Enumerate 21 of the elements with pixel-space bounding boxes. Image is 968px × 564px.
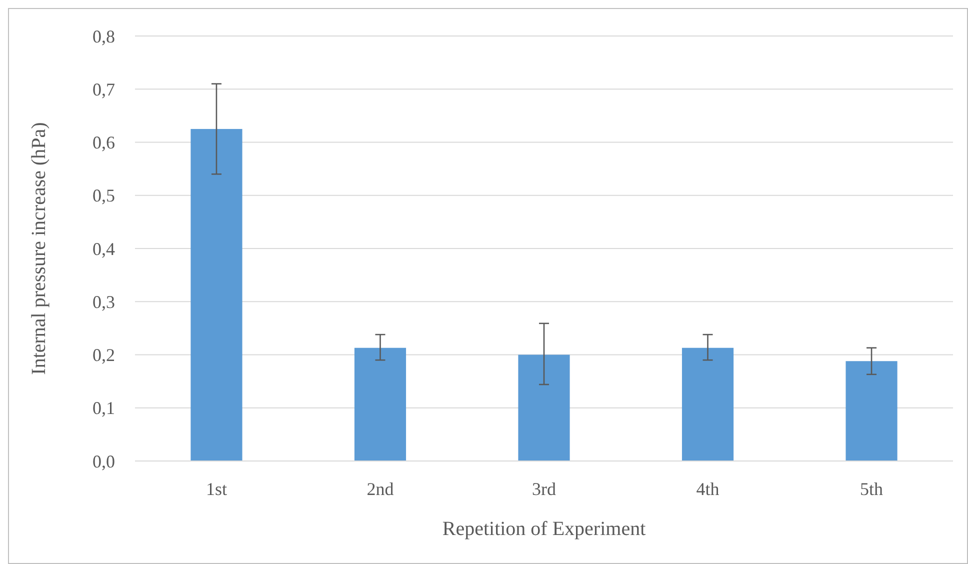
y-tick-label: 0,5 bbox=[92, 186, 115, 206]
y-tick-label: 0,3 bbox=[92, 292, 115, 312]
y-tick-label: 0,6 bbox=[92, 132, 115, 153]
y-tick-label: 0,2 bbox=[92, 345, 115, 366]
x-tick-label: 3rd bbox=[532, 479, 556, 499]
y-tick-label: 0,1 bbox=[92, 398, 115, 418]
y-axis-title: Internal pressure increase (hPa) bbox=[28, 122, 50, 375]
x-axis-title: Repetition of Experiment bbox=[442, 518, 646, 540]
bar bbox=[682, 348, 734, 461]
bar bbox=[190, 128, 242, 461]
x-tick-label: 4th bbox=[696, 479, 720, 499]
bar bbox=[846, 361, 898, 461]
x-tick-label: 5th bbox=[860, 479, 884, 499]
y-tick-label: 0,7 bbox=[92, 79, 115, 100]
x-tick-label: 2nd bbox=[366, 479, 394, 499]
x-tick-label: 1st bbox=[206, 479, 227, 499]
bar bbox=[354, 348, 406, 461]
y-tick-label: 0,8 bbox=[92, 26, 115, 46]
y-tick-label: 0,4 bbox=[92, 238, 115, 259]
y-tick-label: 0,0 bbox=[92, 451, 115, 472]
bar bbox=[518, 354, 570, 461]
